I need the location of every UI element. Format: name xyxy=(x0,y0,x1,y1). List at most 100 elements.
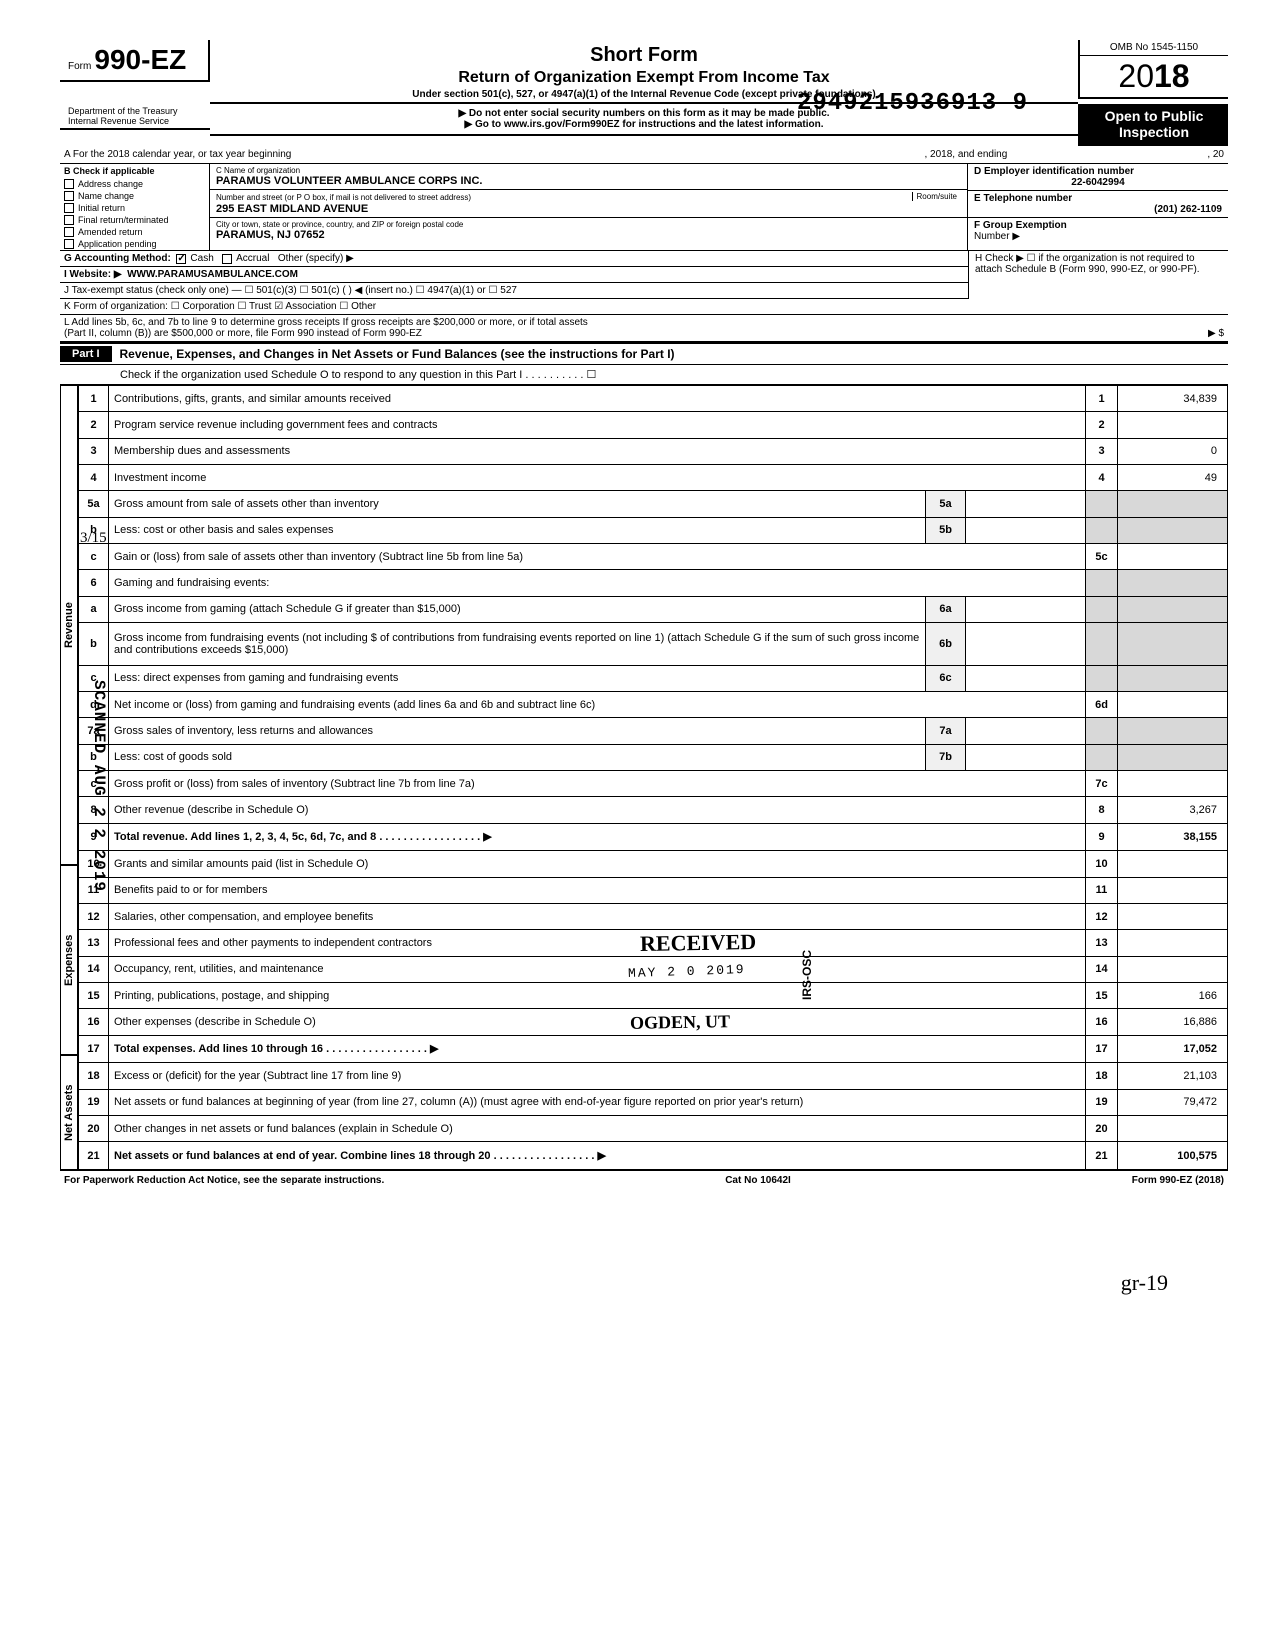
table-row: bGross income from fundraising events (n… xyxy=(79,622,1228,665)
row-number: c xyxy=(79,543,109,569)
row-label: Grants and similar amounts paid (list in… xyxy=(109,851,1086,877)
table-row: bLess: cost or other basis and sales exp… xyxy=(79,517,1228,543)
irs-osc-stamp: IRS-OSC xyxy=(800,950,814,1000)
room-suite-label: Room/suite xyxy=(912,192,961,201)
right-line-number xyxy=(1086,517,1118,543)
right-line-value: 34,839 xyxy=(1118,386,1228,412)
city-state-zip: PARAMUS, NJ 07652 xyxy=(216,229,961,241)
checkbox-label: Address change xyxy=(78,179,143,189)
right-line-value xyxy=(1118,570,1228,596)
row-label: Total revenue. Add lines 1, 2, 3, 4, 5c,… xyxy=(109,823,1086,851)
right-line-number: 21 xyxy=(1086,1142,1118,1170)
checkbox[interactable] xyxy=(64,215,74,225)
right-line-number xyxy=(1086,744,1118,770)
handwritten-signature: gr-19 xyxy=(60,1270,1228,1296)
checkbox-label: Name change xyxy=(78,191,134,201)
table-row: 2Program service revenue including gover… xyxy=(79,412,1228,438)
row-label: Gain or (loss) from sale of assets other… xyxy=(109,543,1086,569)
received-location-stamp: OGDEN, UT xyxy=(630,1011,730,1034)
section-right: D Employer identification number 22-6042… xyxy=(968,164,1228,250)
row-number: 19 xyxy=(79,1089,109,1115)
right-line-number: 15 xyxy=(1086,982,1118,1008)
table-row: 19Net assets or fund balances at beginni… xyxy=(79,1089,1228,1115)
right-line-number xyxy=(1086,665,1118,691)
row-number: 15 xyxy=(79,982,109,1008)
open-to-public: Open to Public Inspection xyxy=(1080,104,1228,144)
row-label: Benefits paid to or for members xyxy=(109,877,1086,903)
city-label: City or town, state or province, country… xyxy=(216,220,961,229)
scanned-stamp: SCANNED AUG 2 2 2019 xyxy=(90,680,108,892)
department-label: Department of the Treasury Internal Reve… xyxy=(60,104,210,130)
ein-value: 22-6042994 xyxy=(974,177,1222,188)
section-c: C Name of organization PARAMUS VOLUNTEER… xyxy=(210,164,968,250)
right-line-number: 4 xyxy=(1086,464,1118,490)
right-line-number xyxy=(1086,491,1118,517)
footer-cat-no: Cat No 10642I xyxy=(725,1175,791,1186)
table-row: dNet income or (loss) from gaming and fu… xyxy=(79,692,1228,718)
group-exemption-label: F Group Exemption xyxy=(974,220,1067,231)
line-a: A For the 2018 calendar year, or tax yea… xyxy=(60,146,1228,164)
row-label: Total expenses. Add lines 10 through 16 … xyxy=(109,1035,1086,1063)
checkbox-accrual[interactable] xyxy=(222,254,232,264)
mid-line-number: 7b xyxy=(926,744,966,770)
right-line-value: 16,886 xyxy=(1118,1009,1228,1035)
right-line-number: 11 xyxy=(1086,877,1118,903)
street-address: 295 EAST MIDLAND AVENUE xyxy=(216,203,961,215)
right-line-number: 12 xyxy=(1086,903,1118,929)
checkbox[interactable] xyxy=(64,191,74,201)
checkbox-cash[interactable] xyxy=(176,254,186,264)
part-1-title: Revenue, Expenses, and Changes in Net As… xyxy=(120,347,675,361)
row-label: Excess or (deficit) for the year (Subtra… xyxy=(109,1063,1086,1089)
omb-number: OMB No 1545-1150 xyxy=(1080,40,1228,56)
row-number: 1 xyxy=(79,386,109,412)
right-line-value: 0 xyxy=(1118,438,1228,464)
right-line-value: 17,052 xyxy=(1118,1035,1228,1063)
form-prefix: Form xyxy=(68,61,91,72)
ein-label: D Employer identification number xyxy=(974,166,1222,177)
right-line-value: 79,472 xyxy=(1118,1089,1228,1115)
checkbox-line: Address change xyxy=(60,178,209,190)
row-label: Professional fees and other payments to … xyxy=(109,930,1086,956)
checkbox-line: Name change xyxy=(60,190,209,202)
line-g-accounting: G Accounting Method: Cash Accrual Other … xyxy=(60,251,968,267)
right-line-value xyxy=(1118,491,1228,517)
table-row: aGross income from gaming (attach Schedu… xyxy=(79,596,1228,622)
table-row: 18Excess or (deficit) for the year (Subt… xyxy=(79,1063,1228,1089)
right-line-number: 1 xyxy=(1086,386,1118,412)
checkbox[interactable] xyxy=(64,179,74,189)
checkbox[interactable] xyxy=(64,227,74,237)
table-row: 8Other revenue (describe in Schedule O)8… xyxy=(79,797,1228,823)
row-label: Gross amount from sale of assets other t… xyxy=(109,491,926,517)
table-row: 6Gaming and fundraising events: xyxy=(79,570,1228,596)
notice-link: ▶ Go to www.irs.gov/Form990EZ for instru… xyxy=(214,119,1074,130)
line-h-schedule-b: H Check ▶ ☐ if the organization is not r… xyxy=(968,251,1228,299)
form-number-box: Form 990-EZ xyxy=(60,40,210,82)
right-line-number: 8 xyxy=(1086,797,1118,823)
right-line-number: 5c xyxy=(1086,543,1118,569)
row-label: Contributions, gifts, grants, and simila… xyxy=(109,386,1086,412)
row-number: 3 xyxy=(79,438,109,464)
right-line-number: 3 xyxy=(1086,438,1118,464)
mid-line-number: 7a xyxy=(926,718,966,744)
row-label: Less: cost of goods sold xyxy=(109,744,926,770)
checkbox[interactable] xyxy=(64,239,74,249)
checkbox[interactable] xyxy=(64,203,74,213)
group-exemption-number-label: Number ▶ xyxy=(974,231,1020,242)
table-row: 15Printing, publications, postage, and s… xyxy=(79,982,1228,1008)
right-line-value xyxy=(1118,596,1228,622)
mid-line-value xyxy=(966,718,1086,744)
right-line-value xyxy=(1118,665,1228,691)
table-row: 17Total expenses. Add lines 10 through 1… xyxy=(79,1035,1228,1063)
row-label: Less: cost or other basis and sales expe… xyxy=(109,517,926,543)
right-line-value xyxy=(1118,517,1228,543)
table-row: 9Total revenue. Add lines 1, 2, 3, 4, 5c… xyxy=(79,823,1228,851)
right-line-value xyxy=(1118,543,1228,569)
title-short-form: Short Form xyxy=(210,44,1078,67)
right-line-value xyxy=(1118,771,1228,797)
checkbox-line: Final return/terminated xyxy=(60,214,209,226)
checkbox-label: Amended return xyxy=(78,227,143,237)
table-row: cGross profit or (loss) from sales of in… xyxy=(79,771,1228,797)
mid-line-value xyxy=(966,596,1086,622)
mid-line-number: 5b xyxy=(926,517,966,543)
right-line-number xyxy=(1086,622,1118,665)
